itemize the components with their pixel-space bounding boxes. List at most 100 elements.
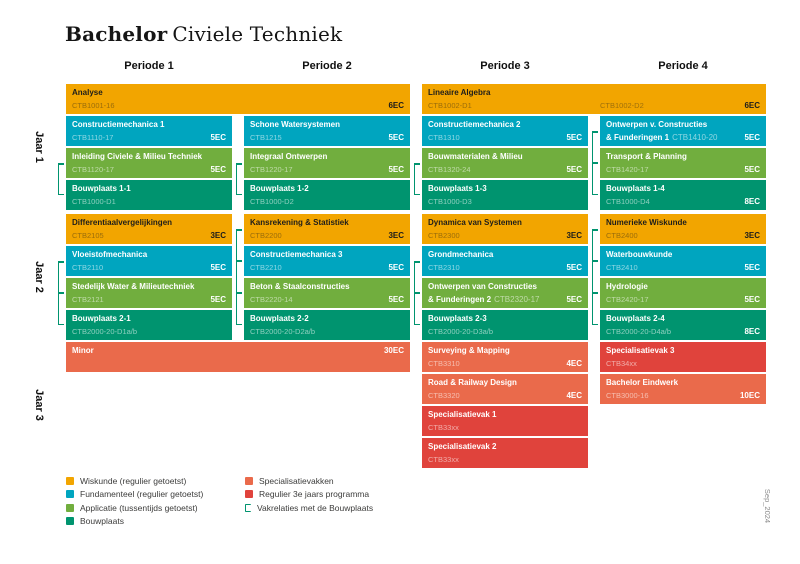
course-ec: 5EC bbox=[210, 295, 226, 304]
bouwplaats-relation-bracket bbox=[592, 131, 598, 195]
course-title: Differentiaalvergelijkingen bbox=[72, 218, 173, 227]
course-ec: 8EC bbox=[744, 197, 760, 206]
course-block-bouwplaats-2-2: Bouwplaats 2-2 CTB2000-20-D2a/b bbox=[244, 310, 410, 340]
course-ec: 5EC bbox=[566, 263, 582, 272]
legend-label: Specialisatievakken bbox=[259, 475, 334, 486]
course-title: Stedelijk Water & Milieutechniek bbox=[72, 282, 195, 291]
course-block-ontwerpen-constructies-funderingen-1: Ontwerpen v. Constructies & Funderingen … bbox=[600, 116, 766, 146]
course-block-constructiemechanica-3: Constructiemechanica 3 CTB2210 5EC bbox=[244, 246, 410, 276]
bouwplaats-relation-bracket bbox=[236, 229, 242, 325]
course-title: Constructiemechanica 3 bbox=[250, 250, 343, 259]
period-3-header: Periode 3 bbox=[480, 60, 530, 72]
course-ec: 5EC bbox=[566, 294, 582, 304]
course-block-bouwplaats-1-3: Bouwplaats 1-3 CTB1000-D3 bbox=[422, 180, 588, 210]
course-block-minor: Minor 30EC bbox=[66, 342, 410, 372]
course-code-second: CTB1002-D2 bbox=[600, 101, 644, 110]
course-ec: 5EC bbox=[744, 295, 760, 304]
legend-item-applicatie: Applicatie (tussentijds getoetst) bbox=[66, 501, 203, 515]
course-ec: 5EC bbox=[566, 165, 582, 174]
course-block-inleiding-civiele-milieu: Inleiding Civiele & Milieu Techniek CTB1… bbox=[66, 148, 232, 178]
course-code: CTB1000-D4 bbox=[606, 197, 650, 206]
course-block-schone-watersystemen: Schone Watersystemen CTB1215 5EC bbox=[244, 116, 410, 146]
course-title: Specialisatievak 3 bbox=[606, 346, 675, 355]
course-block-constructiemechanica-2: Constructiemechanica 2 CTB1310 5EC bbox=[422, 116, 588, 146]
course-code: CTB3320 bbox=[428, 391, 460, 400]
course-block-road-railway-design: Road & Railway Design CTB3320 4EC bbox=[422, 374, 588, 404]
course-ec: 3EC bbox=[744, 231, 760, 240]
course-title: Dynamica van Systemen bbox=[428, 218, 522, 227]
course-title: Bouwplaats 1-4 bbox=[606, 184, 665, 193]
curriculum-grid: Analyse CTB1001-16 6EC Lineaire Algebra … bbox=[58, 84, 766, 468]
course-ec: 3EC bbox=[210, 231, 226, 240]
course-block-constructiemechanica-1: Constructiemechanica 1 CTB1110-17 5EC bbox=[66, 116, 232, 146]
course-block-bouwplaats-1-2: Bouwplaats 1-2 CTB1000-D2 bbox=[244, 180, 410, 210]
course-ec: 8EC bbox=[744, 327, 760, 336]
course-code: CTB1310 bbox=[428, 133, 460, 142]
course-title: Bachelor Eindwerk bbox=[606, 378, 679, 387]
legend-item-fundamenteel: Fundamenteel (regulier getoetst) bbox=[66, 488, 203, 502]
course-title: Bouwplaats 2-3 bbox=[428, 314, 487, 323]
year-3-row: Minor 30EC Surveying & Mapping CTB3310 4… bbox=[66, 342, 766, 468]
course-title: Road & Railway Design bbox=[428, 378, 517, 387]
course-title: Schone Watersystemen bbox=[250, 120, 340, 129]
course-title: Inleiding Civiele & Milieu Techniek bbox=[72, 152, 203, 161]
course-block-lineaire-algebra: Lineaire Algebra CTB1002-D1 CTB1002-D2 6… bbox=[422, 84, 766, 114]
legend-label: Fundamenteel (regulier getoetst) bbox=[80, 489, 204, 500]
course-code: CTB2410 bbox=[606, 263, 638, 272]
course-title-line2: & Funderingen 2 CTB2320-17 bbox=[428, 294, 540, 304]
course-title: Constructiemechanica 2 bbox=[428, 120, 521, 129]
course-code: CTB1420-17 bbox=[606, 165, 649, 174]
legend-column-2: Specialisatievakken Regulier 3e jaars pr… bbox=[245, 474, 373, 515]
course-block-grondmechanica: Grondmechanica CTB2310 5EC bbox=[422, 246, 588, 276]
course-title-line2: & Funderingen 1 CTB1410-20 bbox=[606, 132, 718, 142]
course-block-bouwplaats-2-4: Bouwplaats 2-4 CTB2000-20-D4a/b 8EC bbox=[600, 310, 766, 340]
course-title: Bouwmaterialen & Milieu bbox=[428, 152, 523, 161]
course-code: CTB2400 bbox=[606, 231, 638, 240]
regulier-3e-jaars-swatch-icon bbox=[245, 490, 253, 499]
course-block-kansrekening-statistiek: Kansrekening & Statistiek CTB2200 3EC bbox=[244, 214, 410, 244]
course-title: Waterbouwkunde bbox=[606, 250, 673, 259]
course-block-surveying-mapping: Surveying & Mapping CTB3310 4EC bbox=[422, 342, 588, 372]
course-block-specialisatievak-2: Specialisatievak 2 CTB33xx bbox=[422, 438, 588, 468]
course-block-bouwplaats-2-1: Bouwplaats 2-1 CTB2000-20-D1a/b bbox=[66, 310, 232, 340]
course-block-ontwerpen-constructies-funderingen-2: Ontwerpen van Constructies & Funderingen… bbox=[422, 278, 588, 308]
course-code: CTB1215 bbox=[250, 133, 282, 142]
course-ec: 5EC bbox=[210, 133, 226, 142]
course-code: CTB1001-16 bbox=[72, 101, 115, 110]
course-block-bachelor-eindwerk: Bachelor Eindwerk CTB3000-16 10EC bbox=[600, 374, 766, 404]
wiskunde-swatch-icon bbox=[66, 476, 74, 485]
year-2-label: Jaar 2 bbox=[33, 261, 45, 293]
course-block-specialisatievak-3: Specialisatievak 3 CTB34xx bbox=[600, 342, 766, 372]
legend-item-vakrelaties: Vakrelaties met de Bouwplaats bbox=[245, 501, 373, 515]
course-block-stedelijk-water-milieutechniek: Stedelijk Water & Milieutechniek CTB2121… bbox=[66, 278, 232, 308]
course-ec: 30EC bbox=[383, 346, 404, 355]
course-title: Bouwplaats 2-2 bbox=[250, 314, 309, 323]
course-ec: 5EC bbox=[744, 263, 760, 272]
course-code: CTB1320-24 bbox=[428, 165, 471, 174]
legend-item-regulier-3e-jaars: Regulier 3e jaars programma bbox=[245, 488, 373, 502]
course-code: CTB1000-D3 bbox=[428, 197, 472, 206]
course-title: Vloeistofmechanica bbox=[72, 250, 148, 259]
course-code: CTB2110 bbox=[72, 263, 104, 272]
course-ec: 5EC bbox=[388, 165, 404, 174]
course-code: CTB1220-17 bbox=[250, 165, 293, 174]
course-title: Beton & Staalconstructies bbox=[250, 282, 350, 291]
course-code: CTB2200 bbox=[250, 231, 282, 240]
course-ec: 4EC bbox=[566, 391, 582, 400]
course-title: Specialisatievak 1 bbox=[428, 410, 497, 419]
course-code: CTB2000-20-D3a/b bbox=[428, 327, 494, 336]
course-title: Kansrekening & Statistiek bbox=[250, 218, 349, 227]
course-title: Bouwplaats 1-3 bbox=[428, 184, 487, 193]
course-title-line1: Ontwerpen v. Constructies bbox=[606, 120, 708, 129]
course-code: CTB2220-14 bbox=[250, 295, 293, 304]
course-block-bouwmaterialen-milieu: Bouwmaterialen & Milieu CTB1320-24 5EC bbox=[422, 148, 588, 178]
course-title: Bouwplaats 2-1 bbox=[72, 314, 131, 323]
version-note: Sep_2024 bbox=[763, 488, 772, 524]
page-title-bold: Bachelor bbox=[65, 22, 168, 46]
year-1-label: Jaar 1 bbox=[33, 131, 45, 163]
course-code: CTB1110-17 bbox=[72, 133, 114, 142]
course-code: CTB1000-D2 bbox=[250, 197, 294, 206]
legend-label: Applicatie (tussentijds getoetst) bbox=[80, 502, 198, 513]
course-code: CTB2000-20-D1a/b bbox=[72, 327, 138, 336]
course-block-analyse: Analyse CTB1001-16 6EC bbox=[66, 84, 410, 114]
